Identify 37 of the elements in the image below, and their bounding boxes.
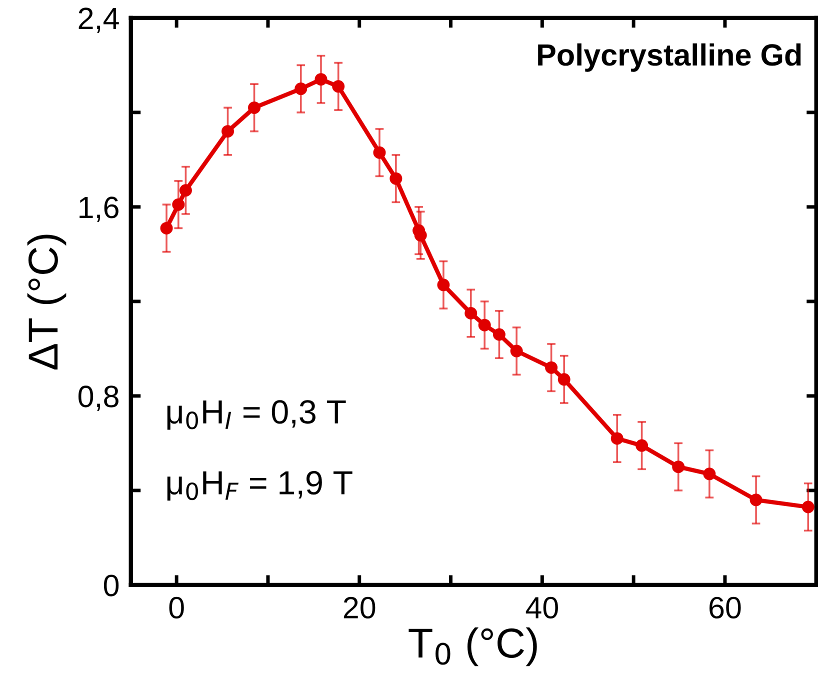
- point: [222, 125, 234, 138]
- point: [558, 373, 570, 386]
- point: [314, 73, 328, 86]
- point: [437, 278, 450, 292]
- annotation: Polycrystalline Gd: [538, 43, 801, 72]
- point: [492, 328, 506, 341]
- y-axis-title: ΔT (°C): [27, 234, 66, 370]
- point: [160, 222, 173, 234]
- point: [179, 184, 192, 197]
- y-tick-label: 0,8: [78, 386, 118, 411]
- y-tick-label: 2,4: [78, 8, 119, 33]
- annotation: μ$_{0}$H$_{I}$ = 0,3 T: [167, 400, 346, 430]
- y-tick-label: 0: [104, 574, 119, 596]
- x-tick-label: 40: [526, 596, 558, 619]
- y-tick-label: 1,6: [80, 196, 118, 222]
- point: [672, 460, 685, 474]
- point: [172, 198, 185, 211]
- point: [390, 172, 402, 185]
- x-axis-title: T$_{0}$ (°C): [408, 627, 537, 666]
- point: [414, 229, 427, 242]
- point: [248, 101, 261, 114]
- x-tick-label: 20: [344, 596, 376, 619]
- point: [802, 500, 814, 514]
- point: [478, 318, 491, 332]
- x-tick-label: 60: [710, 596, 741, 619]
- point: [545, 361, 558, 374]
- point: [294, 82, 308, 96]
- point: [510, 344, 523, 358]
- point: [703, 468, 716, 480]
- x-tick-label: 0: [169, 596, 184, 619]
- point: [610, 432, 624, 445]
- point: [464, 307, 478, 320]
- point: [636, 439, 648, 452]
- point: [750, 494, 762, 506]
- point: [332, 80, 345, 93]
- point: [373, 146, 386, 159]
- annotation: μ$_{0}$H$_{F}$ = 1,9 T: [167, 471, 352, 501]
